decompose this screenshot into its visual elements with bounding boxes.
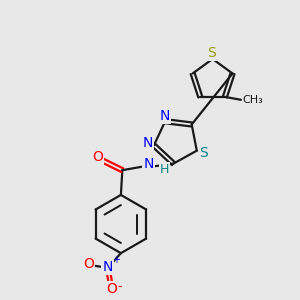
Text: CH₃: CH₃ xyxy=(242,95,263,105)
Text: -: - xyxy=(118,280,122,293)
Text: O: O xyxy=(83,256,94,271)
Text: S: S xyxy=(199,146,208,160)
Text: O: O xyxy=(107,282,118,296)
Text: N: N xyxy=(143,158,154,171)
Text: O: O xyxy=(92,150,103,164)
Text: S: S xyxy=(207,46,215,60)
Text: N: N xyxy=(159,109,170,123)
Text: N: N xyxy=(103,260,113,274)
Text: N: N xyxy=(143,136,153,150)
Text: +: + xyxy=(112,255,120,265)
Text: H: H xyxy=(160,163,169,176)
